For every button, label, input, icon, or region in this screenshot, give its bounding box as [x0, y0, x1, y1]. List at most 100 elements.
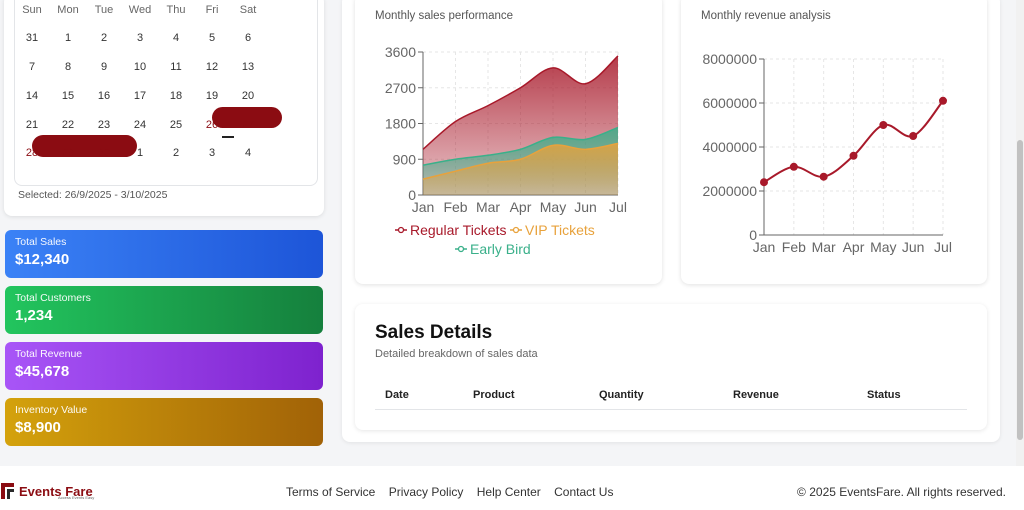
section-title: Sales Details: [375, 322, 493, 343]
legend-marker: [397, 226, 405, 234]
data-point[interactable]: [849, 151, 858, 160]
legend-marker: [512, 226, 520, 234]
calendar-day[interactable]: 18: [169, 90, 183, 102]
calendar-day[interactable]: 7: [28, 61, 36, 73]
data-point[interactable]: [819, 172, 828, 181]
calendar-day[interactable]: 19: [205, 90, 219, 102]
calendar-day[interactable]: 6: [244, 32, 252, 44]
sales-table-header: Date Product Quantity Revenue Status: [375, 382, 967, 410]
calendar-day[interactable]: 2: [100, 32, 108, 44]
x-tick-label: Jul: [609, 199, 627, 215]
scrollbar-thumb[interactable]: [1017, 140, 1023, 440]
column-header-product[interactable]: Product: [473, 389, 515, 401]
x-tick-label: Feb: [443, 199, 467, 215]
column-header-quantity[interactable]: Quantity: [599, 389, 644, 401]
stat-card-total-sales: Total Sales $12,340: [5, 230, 323, 278]
sales-area-chart: 0 900 1800 2700 3600 Jan Feb Mar Apr May Jun Jul Reg…: [385, 44, 627, 257]
calendar-day[interactable]: 13: [241, 61, 255, 73]
calendar-day[interactable]: 31: [25, 32, 39, 44]
y-tick-label: 3600: [385, 44, 416, 60]
revenue-line-chart: 0 2000000 4000000 6000000 8000000 Jan Feb Mar Ap…: [702, 51, 952, 255]
legend-label[interactable]: VIP Tickets: [525, 222, 595, 238]
sales-performance-chart-card: Monthly sales performance 0 900 1800 2700 36…: [355, 0, 662, 284]
calendar-day[interactable]: 16: [97, 90, 111, 102]
weekday-label: Sun: [22, 4, 42, 16]
calendar-day[interactable]: 21: [25, 119, 39, 131]
x-tick-label: Feb: [782, 239, 806, 255]
revenue-analysis-chart-card: Monthly revenue analysis 0 2000000 4000000…: [681, 0, 987, 284]
area-series[interactable]: [423, 143, 618, 195]
calendar-day[interactable]: 14: [25, 90, 39, 102]
calendar-day[interactable]: 10: [133, 61, 147, 73]
x-tick-label: Jun: [574, 199, 597, 215]
data-point[interactable]: [909, 132, 918, 140]
calendar-day[interactable]: 2: [172, 147, 180, 159]
footer-link-privacy[interactable]: Privacy Policy: [388, 485, 464, 499]
calendar-day[interactable]: 3: [208, 147, 216, 159]
y-tick-label: 2000000: [702, 183, 757, 199]
footer-link-help[interactable]: Help Center: [476, 485, 541, 499]
calendar-week-row: 28 29 30 1 2 3 4: [14, 147, 282, 159]
column-header-revenue[interactable]: Revenue: [733, 389, 779, 401]
y-tick-label: 2700: [385, 80, 416, 96]
stat-value: $8,900: [15, 419, 61, 436]
x-tick-label: May: [870, 239, 896, 255]
calendar-day[interactable]: 8: [64, 61, 72, 73]
data-point[interactable]: [939, 96, 947, 105]
calendar-week-row: 21 22 23 24 25 26 27: [14, 119, 282, 131]
calendar-day[interactable]: 15: [61, 90, 75, 102]
calendar-day[interactable]: 4: [172, 32, 180, 44]
footer-link-terms[interactable]: Terms of Service: [286, 485, 376, 499]
column-header-status[interactable]: Status: [867, 389, 901, 401]
calendar-day[interactable]: 23: [97, 119, 111, 131]
column-header-date[interactable]: Date: [385, 389, 409, 401]
calendar-weekday-header: Sun Mon Tue Wed Thu Fri Sat: [14, 4, 282, 16]
selected-range-text: Selected: 26/9/2025 - 3/10/2025: [18, 189, 168, 201]
logo-icon: [1, 483, 14, 499]
calendar-day[interactable]: 24: [133, 119, 147, 131]
calendar-day-selected[interactable]: 30: [97, 147, 111, 159]
calendar-day[interactable]: 3: [136, 32, 144, 44]
calendar-day[interactable]: 12: [205, 61, 219, 73]
footer-link-contact[interactable]: Contact Us: [554, 485, 614, 499]
footer: Events Fare Access Events Easy Terms of …: [0, 466, 1024, 510]
calendar-day[interactable]: 4: [244, 147, 252, 159]
calendar-day[interactable]: 17: [133, 90, 147, 102]
x-tick-label: Mar: [476, 199, 500, 215]
stat-card-inventory-value: Inventory Value $8,900: [5, 398, 323, 446]
calendar-day[interactable]: 11: [170, 61, 182, 73]
calendar-day-selected[interactable]: 28: [25, 147, 39, 159]
section-subtitle: Detailed breakdown of sales data: [375, 348, 538, 360]
weekday-label: Sat: [239, 4, 257, 16]
calendar-day[interactable]: 20: [241, 90, 255, 102]
date-range-highlight: [212, 107, 282, 128]
data-point[interactable]: [879, 121, 888, 129]
calendar-day[interactable]: 22: [61, 119, 75, 131]
chart-title: Monthly sales performance: [375, 10, 514, 22]
x-tick-label: Jul: [934, 239, 952, 255]
calendar-week-row: 14 15 16 17 18 19 20: [14, 90, 282, 102]
y-tick-label: 900: [393, 151, 417, 167]
stat-label: Total Customers: [15, 292, 91, 304]
legend-label[interactable]: Early Bird: [470, 241, 531, 257]
legend-label[interactable]: Regular Tickets: [410, 222, 506, 238]
date-range-highlight: [32, 135, 137, 157]
series-line: [422, 126, 619, 166]
events-fare-logo[interactable]: Events Fare Access Events Easy: [0, 482, 94, 500]
calendar-day-selected[interactable]: 29: [61, 147, 75, 159]
calendar-day-selected[interactable]: 26: [205, 119, 219, 131]
series-line: [422, 142, 619, 180]
y-tick-label: 4000000: [702, 139, 757, 155]
calendar-day-selected[interactable]: 27: [241, 119, 255, 131]
calendar-day[interactable]: 1: [136, 147, 144, 159]
calendar-day[interactable]: 25: [169, 119, 183, 131]
stat-card-total-revenue: Total Revenue $45,678: [5, 342, 323, 390]
data-point[interactable]: [760, 178, 768, 187]
calendar-day[interactable]: 9: [100, 61, 108, 73]
data-point[interactable]: [789, 162, 798, 171]
calendar-week-row: 31 1 2 3 4 5 6: [14, 32, 282, 44]
y-tick-label: 8000000: [702, 51, 757, 67]
calendar-day[interactable]: 5: [208, 32, 216, 44]
x-tick-label: May: [540, 199, 566, 215]
calendar-day[interactable]: 1: [64, 32, 72, 44]
